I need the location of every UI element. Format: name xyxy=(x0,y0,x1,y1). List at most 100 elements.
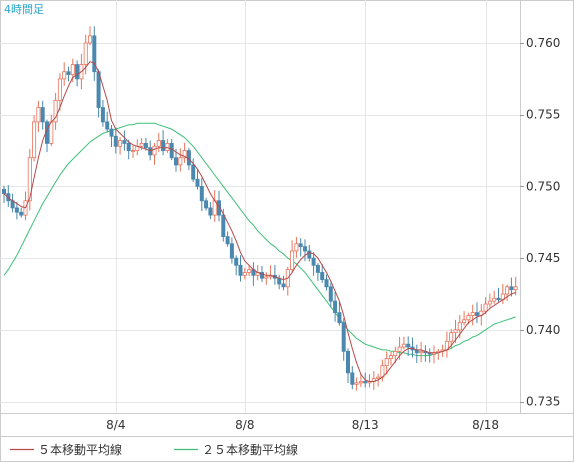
candle-94 xyxy=(406,336,411,356)
candle-110 xyxy=(474,302,479,324)
candle-body xyxy=(358,381,363,384)
candle-body xyxy=(66,71,71,75)
candle-body xyxy=(247,269,252,273)
candle-body xyxy=(315,264,320,273)
candle-body xyxy=(143,143,148,149)
candle-body xyxy=(406,343,411,348)
candle-body xyxy=(169,143,174,159)
candle-15 xyxy=(66,66,71,82)
candle-body xyxy=(118,140,123,147)
price-axis: 0.760 0.755 0.750 0.745 0.740 0.735 xyxy=(520,36,560,409)
candle-119 xyxy=(513,276,518,296)
candle-body xyxy=(492,297,497,302)
candle-37 xyxy=(161,130,166,156)
candle-90 xyxy=(388,351,393,366)
candle-body xyxy=(466,315,471,321)
candle-93 xyxy=(401,336,406,350)
period-label: 4時間足 xyxy=(4,3,44,16)
candle-105 xyxy=(453,319,458,343)
candle-body xyxy=(483,303,488,312)
candle-body xyxy=(6,193,11,202)
candle-28 xyxy=(122,130,127,151)
candle-104 xyxy=(449,328,454,348)
candle-body xyxy=(122,140,127,144)
candle-42 xyxy=(182,142,187,163)
candle-67 xyxy=(290,240,295,274)
candle-body xyxy=(341,322,346,352)
candle-body xyxy=(191,164,196,180)
candle-body xyxy=(324,279,329,288)
candle-21 xyxy=(92,26,97,81)
candle-body xyxy=(208,207,213,216)
candle-83 xyxy=(358,373,363,387)
candle-1 xyxy=(6,185,11,207)
candle-body xyxy=(70,64,75,75)
candle-body xyxy=(337,312,342,324)
candle-52 xyxy=(225,231,230,247)
candle-body xyxy=(75,64,80,80)
candle-body xyxy=(229,243,234,259)
candle-body xyxy=(165,143,170,151)
candle-body xyxy=(505,286,510,295)
candle-6 xyxy=(27,149,32,211)
candle-69 xyxy=(298,238,303,257)
candle-74 xyxy=(320,264,325,283)
candle-body xyxy=(156,140,161,147)
candle-body xyxy=(100,107,105,123)
candle-78 xyxy=(337,302,342,326)
legend-label-0: ５本移動平均線 xyxy=(38,442,122,457)
candle-body xyxy=(457,322,462,331)
candle-body xyxy=(195,178,200,187)
candle-body xyxy=(294,243,299,252)
candle-body xyxy=(238,264,243,276)
candle-25 xyxy=(109,124,114,147)
candle-body xyxy=(40,107,45,123)
candle-body xyxy=(62,71,67,80)
candle-61 xyxy=(264,272,269,285)
candle-body xyxy=(2,188,7,194)
candle-79 xyxy=(341,318,346,361)
candle-44 xyxy=(191,158,196,182)
candle-body xyxy=(350,372,355,385)
candle-40 xyxy=(173,148,178,172)
candle-body xyxy=(152,145,157,156)
candle-body xyxy=(496,297,501,301)
candle-body xyxy=(53,99,58,123)
candle-body xyxy=(83,42,88,65)
candle-body xyxy=(264,276,269,279)
candle-26 xyxy=(113,127,118,154)
candle-82 xyxy=(354,377,359,391)
candle-112 xyxy=(483,297,488,314)
candle-117 xyxy=(505,284,510,301)
candle-36 xyxy=(156,132,161,152)
candle-body xyxy=(105,121,110,130)
candle-body xyxy=(19,211,24,216)
candle-29 xyxy=(126,139,131,160)
candle-body xyxy=(333,300,338,314)
candle-body xyxy=(130,150,135,152)
time-axis: 8/4 8/8 8/13 8/18 xyxy=(106,418,499,432)
candle-body xyxy=(259,272,264,279)
candle-77 xyxy=(333,291,338,322)
candle-body xyxy=(92,35,97,73)
legend-item-1: ２５本移動平均線 xyxy=(174,442,298,457)
candle-114 xyxy=(492,290,497,304)
candle-35 xyxy=(152,143,157,165)
candle-body xyxy=(178,157,183,166)
candle-body xyxy=(216,200,221,216)
candle-23 xyxy=(100,99,105,127)
ma25-polyline xyxy=(3,122,516,357)
y-tick-label-4: 0.740 xyxy=(526,323,560,337)
candle-14 xyxy=(62,62,67,86)
candle-body xyxy=(199,186,204,202)
candle-56 xyxy=(242,267,247,280)
candle-65 xyxy=(281,275,286,291)
candle-body xyxy=(513,286,518,291)
candle-75 xyxy=(324,274,329,291)
candle-body xyxy=(397,346,402,352)
candle-72 xyxy=(311,251,316,276)
candle-body xyxy=(49,121,54,144)
candle-17 xyxy=(75,60,80,87)
candle-body xyxy=(148,147,153,156)
